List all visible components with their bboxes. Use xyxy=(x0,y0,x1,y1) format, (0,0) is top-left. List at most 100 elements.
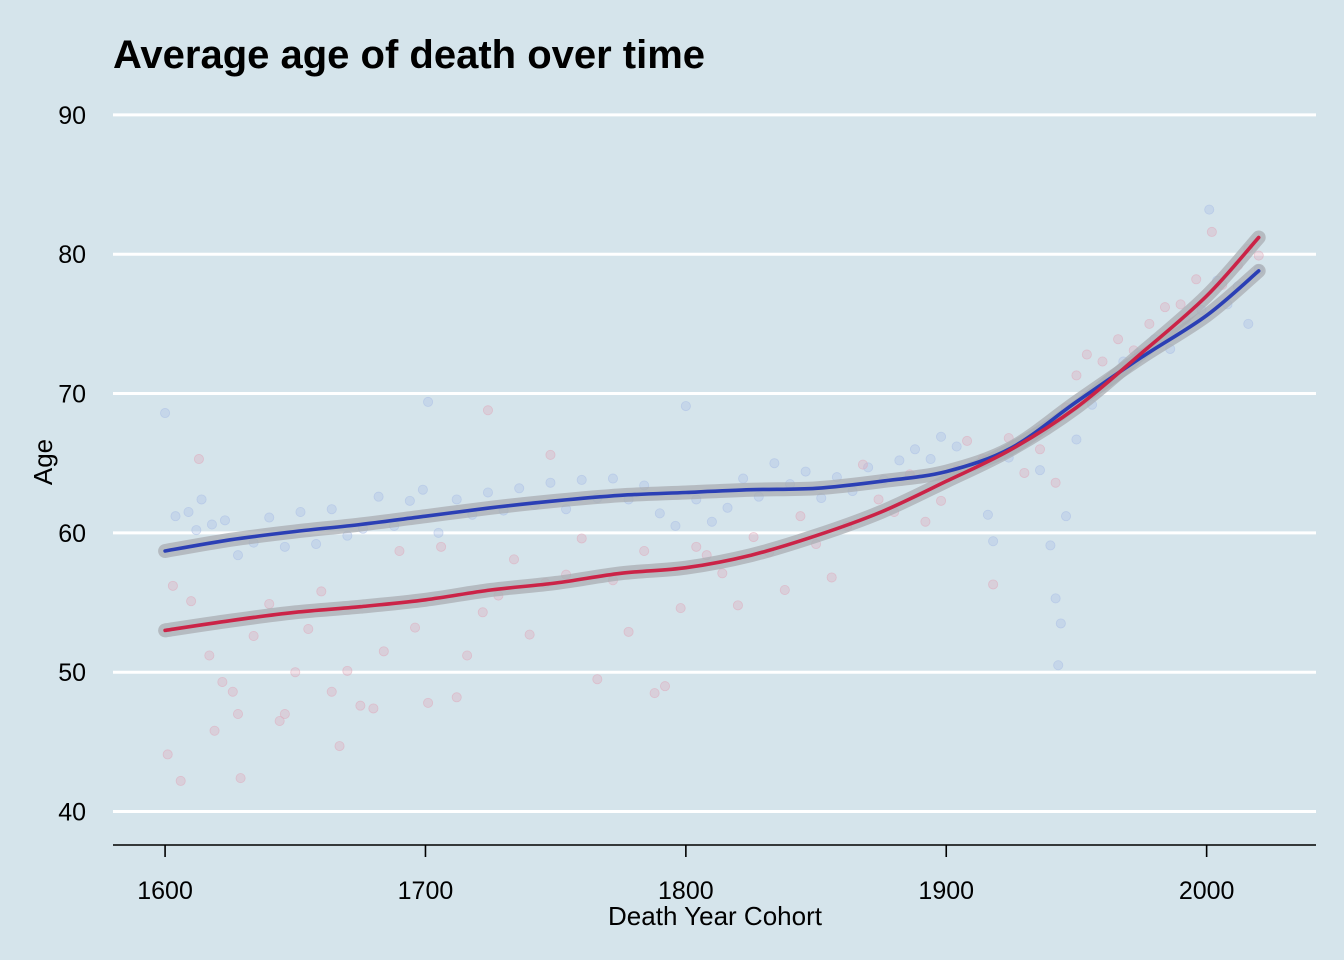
scatter-point xyxy=(162,749,173,760)
scatter-point xyxy=(863,462,874,473)
scatter-point xyxy=(1055,618,1066,629)
y-tick-label: 50 xyxy=(58,659,86,687)
scatter-point xyxy=(1071,434,1082,445)
chart-title: Average age of death over time xyxy=(113,33,705,77)
scatter-point xyxy=(639,545,650,556)
scatter-point xyxy=(175,775,186,786)
scatter-point xyxy=(232,709,243,720)
scatter-point xyxy=(227,686,238,697)
scatter-point xyxy=(1204,204,1215,215)
scatter-point xyxy=(279,709,290,720)
x-axis-title: Death Year Cohort xyxy=(608,901,823,931)
scatter-point xyxy=(545,449,556,460)
scatter-point xyxy=(170,511,181,522)
scatter-point xyxy=(769,458,780,469)
y-tick-label: 70 xyxy=(58,381,86,409)
scatter-point xyxy=(191,525,202,536)
scatter-point xyxy=(738,473,749,484)
scatter-point xyxy=(183,506,194,517)
scatter-point xyxy=(670,520,681,531)
scatter-point xyxy=(378,646,389,657)
scatter-point xyxy=(706,516,717,527)
scatter-point xyxy=(1050,477,1061,488)
scatter-point xyxy=(936,495,947,506)
scatter-point xyxy=(404,495,415,506)
scatter-point xyxy=(303,624,314,635)
scatter-point xyxy=(894,455,905,466)
scatter-point xyxy=(1253,250,1264,261)
scatter-point xyxy=(920,516,931,527)
scatter-point xyxy=(295,506,306,517)
scatter-point xyxy=(1191,274,1202,285)
scatter-point xyxy=(1113,334,1124,345)
trend-line xyxy=(163,269,1261,553)
scatter-point xyxy=(316,586,327,597)
scatter-point xyxy=(925,454,936,465)
scatter-point xyxy=(732,600,743,611)
scatter-point xyxy=(675,603,686,614)
scatter-point xyxy=(623,626,634,637)
scatter-point xyxy=(1159,302,1170,313)
scatter-point xyxy=(451,494,462,505)
scatter-point xyxy=(545,477,556,488)
scatter-point xyxy=(423,396,434,407)
scatter-point xyxy=(660,681,671,692)
scatter-point xyxy=(680,401,691,412)
scatter-point xyxy=(717,568,728,579)
scatter-point xyxy=(462,650,473,661)
scatter-point xyxy=(410,622,421,633)
scatter-point xyxy=(779,585,790,596)
scatter-point xyxy=(451,692,462,703)
scatter-point xyxy=(576,474,587,485)
scatter-point xyxy=(936,431,947,442)
scatter-point xyxy=(800,466,811,477)
y-tick-label: 80 xyxy=(58,241,86,269)
scatter-point xyxy=(193,454,204,465)
scatter-point xyxy=(722,502,733,513)
scatter-point xyxy=(206,519,217,530)
y-tick-label: 40 xyxy=(58,799,86,827)
scatter-point xyxy=(232,550,243,561)
scatter-point xyxy=(160,408,171,419)
scatter-point xyxy=(235,773,246,784)
scatter-point xyxy=(326,504,337,515)
scatter-point xyxy=(1053,660,1064,671)
scatter-point xyxy=(951,441,962,452)
scatter-point xyxy=(1045,540,1056,551)
y-tick-label: 90 xyxy=(58,102,86,130)
y-tick-label: 60 xyxy=(58,520,86,548)
scatter-point xyxy=(607,473,618,484)
scatter-point xyxy=(326,686,337,697)
scatter-point xyxy=(857,459,868,470)
scatter-point xyxy=(394,545,405,556)
scatter-point xyxy=(264,598,275,609)
scatter-point xyxy=(1243,318,1254,329)
scatter-point xyxy=(1144,318,1155,329)
scatter-point xyxy=(826,572,837,583)
scatter-point xyxy=(482,405,493,416)
scatter-point xyxy=(508,554,519,565)
trend-lines xyxy=(158,230,1266,638)
x-tick-label: 1700 xyxy=(398,877,454,905)
x-tick-label: 1800 xyxy=(658,877,714,905)
scatter-point xyxy=(910,444,921,455)
scatter-point xyxy=(477,607,488,618)
x-tick-label: 2000 xyxy=(1179,877,1235,905)
scatter-point xyxy=(649,688,660,699)
scatter-point xyxy=(873,494,884,505)
scatter-point xyxy=(248,630,259,641)
scatter-point xyxy=(373,491,384,502)
scatter-point xyxy=(691,541,702,552)
scatter-point xyxy=(334,741,345,752)
scatter-point xyxy=(1061,511,1072,522)
x-tick-label: 1900 xyxy=(918,877,974,905)
scatter-point xyxy=(988,536,999,547)
scatter-point xyxy=(1097,356,1108,367)
x-tick-label: 1600 xyxy=(137,877,193,905)
x-axis-ticks: 1600 1700 1800 1900 2000 xyxy=(137,845,1234,905)
scatter-point xyxy=(748,532,759,543)
scatter-point xyxy=(1050,593,1061,604)
scatter-point xyxy=(1081,349,1092,360)
scatter-point xyxy=(264,512,275,523)
